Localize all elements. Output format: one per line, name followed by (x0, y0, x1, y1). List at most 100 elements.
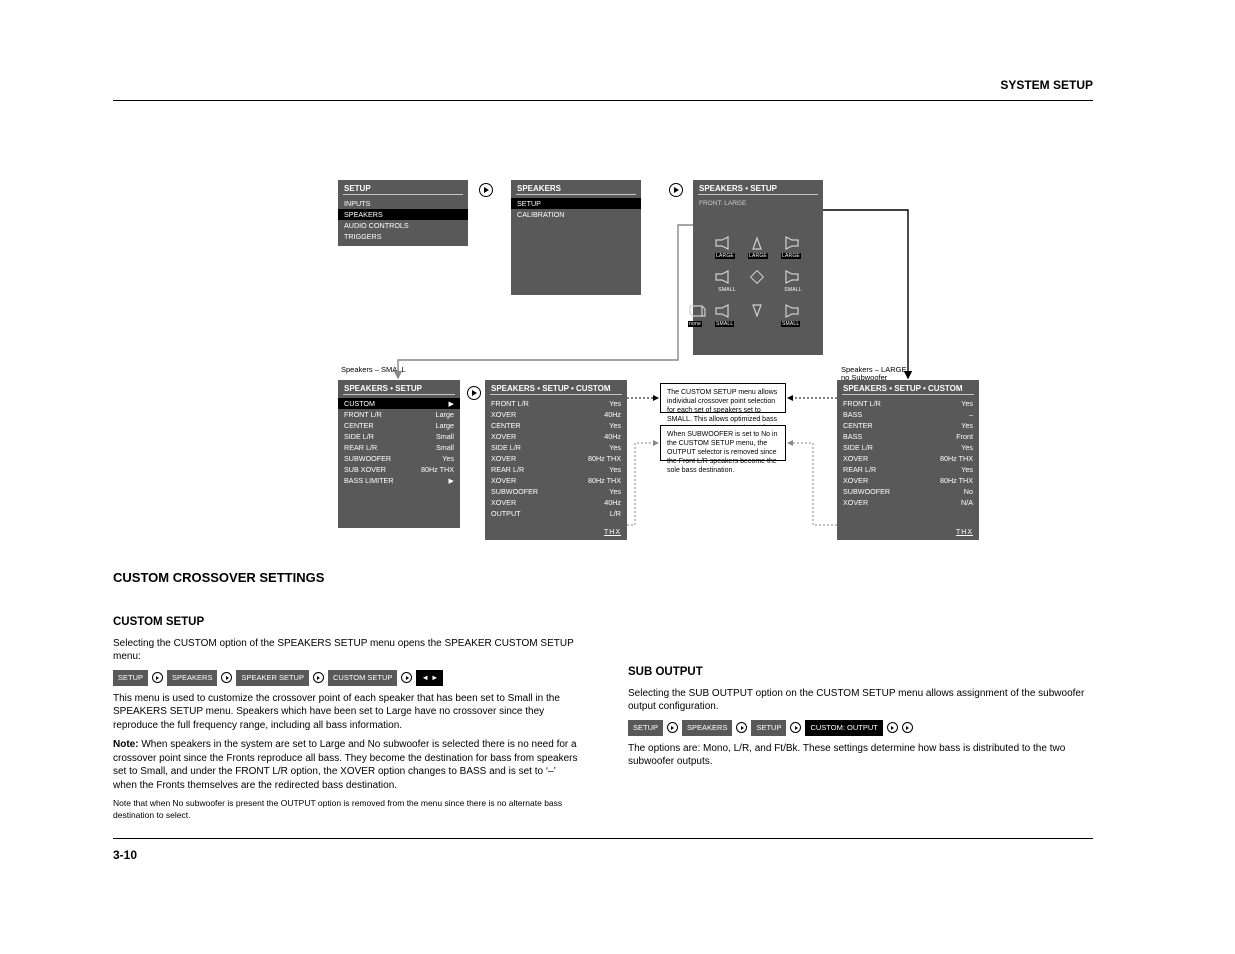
speaker-sl-icon: SMALL (715, 270, 739, 293)
speaker-sr-icon: SMALL (781, 270, 805, 293)
nav-arrow-icon[interactable] (669, 183, 683, 197)
thx-badge: THX (604, 529, 621, 536)
panel-title: SETUP (338, 180, 468, 194)
crumb-chip: SPEAKER SETUP (236, 670, 309, 686)
footer-rule (113, 838, 1093, 839)
chevron-right-icon (313, 672, 324, 683)
speaker-rc-icon (748, 304, 772, 320)
panel-row: REAR L/RSmall (338, 442, 460, 453)
speaker-fr-icon: LARGE (781, 236, 805, 259)
panel-row: SUBWOOFERNo (837, 486, 979, 497)
paragraph: This menu is used to customize the cross… (113, 692, 578, 733)
crumb-chip: SPEAKERS (167, 670, 217, 686)
paragraph: Selecting the SUB OUTPUT option on the C… (628, 687, 1093, 714)
panel-rule (842, 394, 974, 395)
panel-row: CENTERYes (485, 420, 627, 431)
crumb-chip: SETUP (113, 670, 148, 686)
panel-row: OUTPUTL/R (485, 508, 627, 519)
header-rule (113, 100, 1093, 101)
speaker-sub-icon: none (688, 304, 712, 327)
chevron-right-icon (790, 722, 801, 733)
panel-row: XOVER40Hz (485, 409, 627, 420)
panel-row: FRONT L/RYes (837, 398, 979, 409)
crumb-chip-current: ◄ ► (416, 670, 443, 686)
chevron-right-icon (667, 722, 678, 733)
panel-row: INPUTS (338, 198, 468, 209)
crumb-chip: SETUP (751, 720, 786, 736)
panel-title: SPEAKERS • SETUP (693, 180, 823, 194)
paragraph: Note that when No subwoofer is present t… (113, 798, 578, 821)
page-number: 3-10 (113, 848, 137, 862)
panel-rule (516, 194, 636, 195)
panel-row: SIDE L/RSmall (338, 431, 460, 442)
panel-title: SPEAKERS • SETUP (338, 380, 460, 394)
breadcrumb: SETUP SPEAKERS SPEAKER SETUP CUSTOM SETU… (113, 670, 578, 686)
panel-row-highlighted: SETUP (511, 198, 641, 209)
panel-row: TRIGGERS (338, 231, 468, 242)
panel-title: SPEAKERS • SETUP • CUSTOM (485, 380, 627, 394)
chevron-right-icon (887, 722, 898, 733)
thx-badge: THX (956, 529, 973, 536)
panel-row: XOVERN/A (837, 497, 979, 508)
panel-custom-with-sub: SPEAKERS • SETUP • CUSTOM FRONT L/RYes X… (485, 380, 627, 540)
col-heading: SUB OUTPUT (628, 665, 1093, 681)
section-title: CUSTOM CROSSOVER SETTINGS (113, 570, 324, 585)
panel-title: SPEAKERS (511, 180, 641, 194)
panel-row-highlighted: SPEAKERS (338, 209, 468, 220)
panel-rule (490, 394, 622, 395)
crumb-chip: SPEAKERS (682, 720, 732, 736)
crumb-chip: SETUP (628, 720, 663, 736)
panel-row: BASSFront (837, 431, 979, 442)
chevron-right-icon (902, 722, 913, 733)
nav-arrow-icon[interactable] (467, 386, 481, 400)
chevron-right-icon (736, 722, 747, 733)
panel-row: SIDE L/RYes (485, 442, 627, 453)
panel-speaker-setup-list: SPEAKERS • SETUP CUSTOM▶ FRONT L/RLarge … (338, 380, 460, 528)
panel-row: CENTERYes (837, 420, 979, 431)
panel-row: REAR L/RYes (485, 464, 627, 475)
chevron-right-icon (401, 672, 412, 683)
panel-speakers-setup: SPEAKERS • SETUP FRONT: LARGE LARGE LARG… (693, 180, 823, 355)
panel-row-highlighted: CUSTOM▶ (338, 398, 460, 409)
nav-arrow-icon[interactable] (479, 183, 493, 197)
panel-row: SUBWOOFERYes (338, 453, 460, 464)
speaker-center-icon: LARGE (748, 236, 772, 259)
panel-custom-no-sub: SPEAKERS • SETUP • CUSTOM FRONT L/RYes B… (837, 380, 979, 540)
panel-row: SUBWOOFERYes (485, 486, 627, 497)
panel-speakers: SPEAKERS SETUP CALIBRATION (511, 180, 641, 295)
left-column: CUSTOM SETUP Selecting the CUSTOM option… (113, 615, 578, 827)
chapter-label: SYSTEM SETUP (1000, 78, 1093, 92)
panel-row: CENTERLarge (338, 420, 460, 431)
panel-row: XOVER80Hz THX (837, 453, 979, 464)
paragraph: The options are: Mono, L/R, and Ft/Bk. T… (628, 742, 1093, 769)
col-heading: CUSTOM SETUP (113, 615, 578, 631)
listener-icon (750, 270, 764, 284)
chevron-right-icon (221, 672, 232, 683)
panel-row: FRONT L/RYes (485, 398, 627, 409)
panel-row: XOVER80Hz THX (485, 453, 627, 464)
panel-row: XOVER80Hz THX (837, 475, 979, 486)
crumb-chip: CUSTOM SETUP (328, 670, 397, 686)
panel-row: XOVER40Hz (485, 497, 627, 508)
branch-label-small: Speakers – SMALL (341, 365, 406, 374)
speaker-fl-icon: LARGE (715, 236, 739, 259)
panel-row: AUDIO CONTROLS (338, 220, 468, 231)
panel-caption: FRONT: LARGE (693, 198, 823, 210)
paragraph: Note: When speakers in the system are se… (113, 738, 578, 792)
speaker-rr-icon: SMALL (781, 304, 805, 327)
panel-row: BASS– (837, 409, 979, 420)
right-column: SUB OUTPUT Selecting the SUB OUTPUT opti… (628, 665, 1093, 775)
panel-rule (698, 194, 818, 195)
paragraph: Selecting the CUSTOM option of the SPEAK… (113, 637, 578, 664)
panel-rule (343, 394, 455, 395)
panel-row: SIDE L/RYes (837, 442, 979, 453)
panel-row: CALIBRATION (511, 209, 641, 220)
panel-row: SUB XOVER80Hz THX (338, 464, 460, 475)
panel-setup: SETUP INPUTS SPEAKERS AUDIO CONTROLS TRI… (338, 180, 468, 246)
panel-row: BASS LIMITER▶ (338, 475, 460, 486)
speaker-layout: LARGE LARGE LARGE SMALL SMALL (693, 236, 823, 336)
panel-rule (343, 194, 463, 195)
panel-row: XOVER80Hz THX (485, 475, 627, 486)
chevron-right-icon (152, 672, 163, 683)
callout-box-top: The CUSTOM SETUP menu allows individual … (660, 383, 786, 413)
